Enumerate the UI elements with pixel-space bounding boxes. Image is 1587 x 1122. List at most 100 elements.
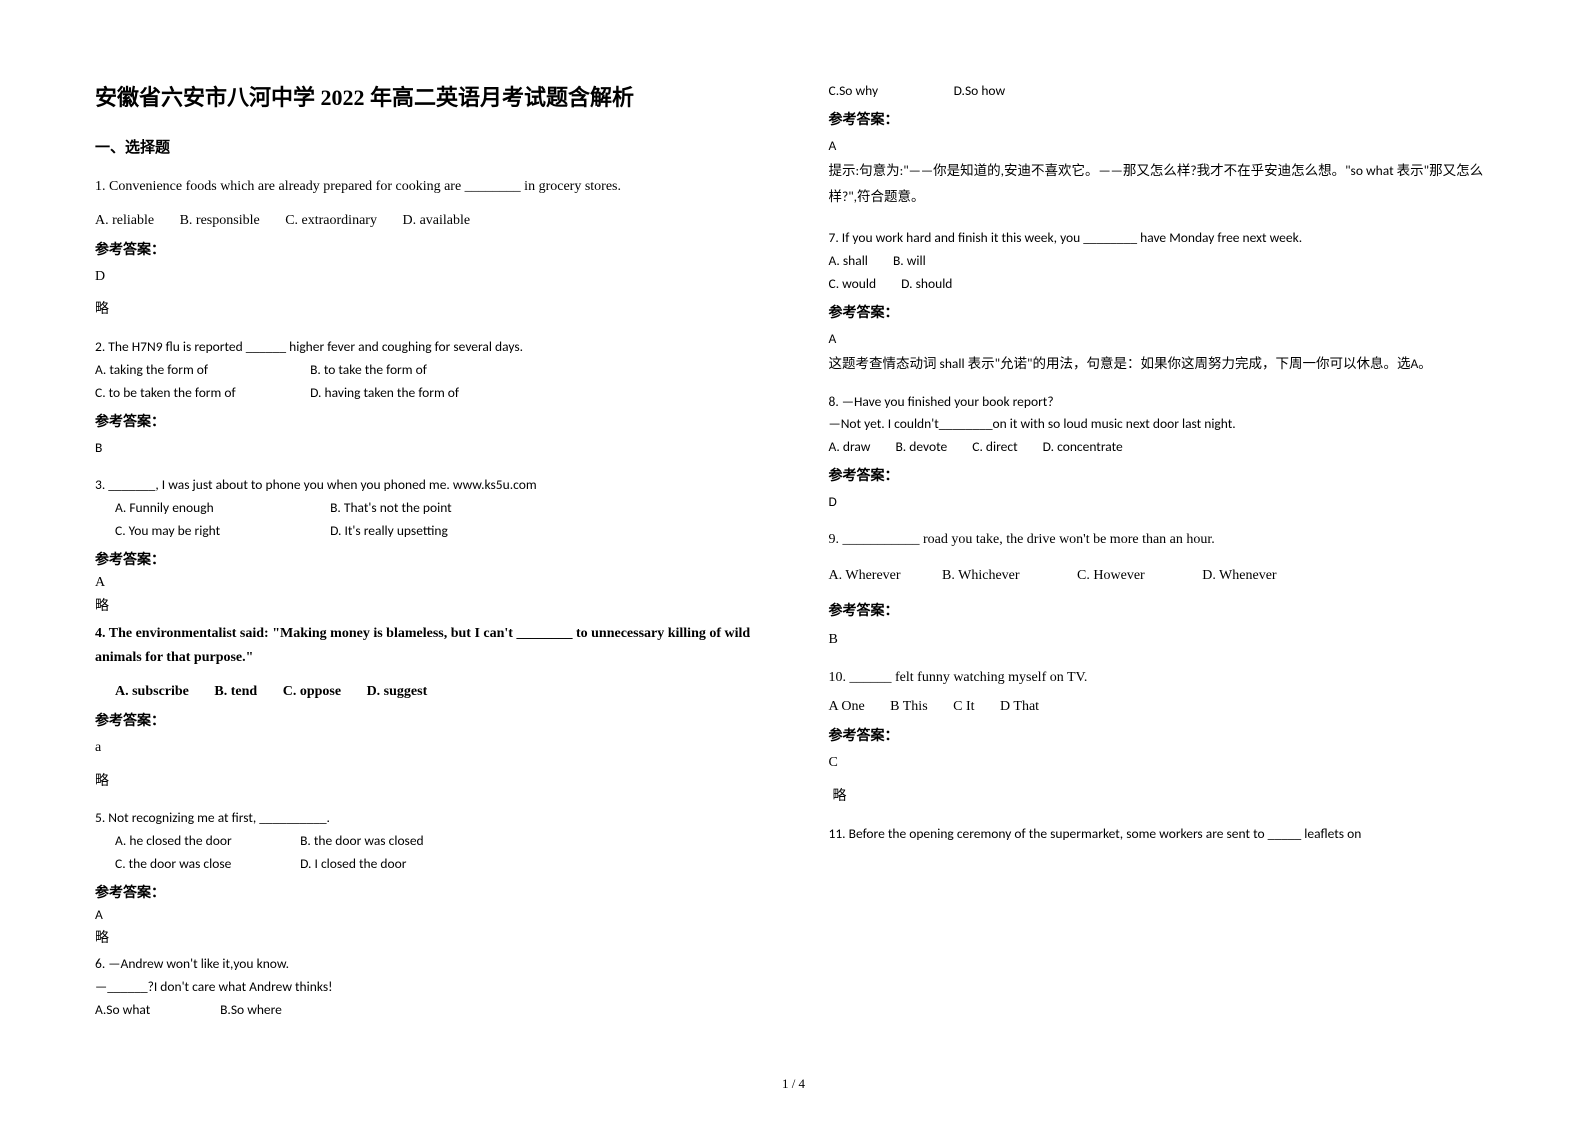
page-number: 1 / 4 [0,1076,1587,1092]
q5-answer: A [95,904,759,927]
q1-omit: 略 [95,298,759,322]
q6-answer: A [829,135,1493,158]
question-8: 8. —Have you finished your book report? … [829,391,1493,515]
q11-stem: 11. Before the opening ceremony of the s… [829,823,1493,846]
q7-options-row1: A. shall B. will [829,250,1493,273]
q5-omit: 略 [95,927,759,951]
q9-stem: 9. ___________ road you take, the drive … [829,528,1493,552]
q5-options-row1: A. he closed the door B. the door was cl… [95,830,759,853]
q8-opt-d: D. concentrate [1043,436,1123,459]
q2-opt-a: A. taking the form of [95,359,285,382]
answer-label: 参考答案： [829,725,1493,745]
q4-opt-b: B. tend [214,680,257,704]
q1-stem: 1. Convenience foods which are already p… [95,175,759,199]
answer-label: 参考答案： [95,549,759,569]
q5-opt-b: B. the door was closed [300,830,424,853]
q2-stem: 2. The H7N9 flu is reported ______ highe… [95,336,759,359]
q7-answer: A [829,328,1493,351]
q1-options: A. reliable B. responsible C. extraordin… [95,209,759,233]
q2-opt-b: B. to take the form of [310,359,427,382]
q3-opt-b: B. That's not the point [330,497,452,520]
answer-label: 参考答案： [829,600,1493,620]
answer-label: 参考答案： [829,109,1493,129]
q5-options-row2: C. the door was close D. I closed the do… [95,853,759,876]
document-title: 安徽省六安市八河中学 2022 年高二英语月考试题含解析 [95,80,759,112]
q9-options: A. Wherever B. Whichever C. However D. W… [829,564,1493,588]
q3-answer: A [95,571,759,595]
q4-options: A. subscribe B. tend C. oppose D. sugges… [95,680,759,704]
question-7: 7. If you work hard and finish it this w… [829,227,1493,376]
q5-opt-a: A. he closed the door [115,830,275,853]
q5-opt-c: C. the door was close [115,853,275,876]
q3-stem: 3. _______, I was just about to phone yo… [95,474,759,497]
q10-omit: 略 [829,785,1493,809]
question-2: 2. The H7N9 flu is reported ______ highe… [95,336,759,460]
q7-explain: 这题考查情态动词 shall 表示"允诺"的用法，句意是：如果你这周努力完成，下… [829,351,1493,377]
q4-answer: a [95,736,759,760]
q6-stem1: 6. —Andrew won't like it,you know. [95,953,759,976]
q8-answer: D [829,491,1493,514]
q4-opt-d: D. suggest [367,680,428,704]
q8-opt-a: A. draw [829,436,871,459]
q10-stem: 10. ______ felt funny watching myself on… [829,666,1493,690]
q6-stem2: —______?I don't care what Andrew thinks! [95,976,759,999]
q2-options-row2: C. to be taken the form of D. having tak… [95,382,759,405]
q9-opt-a: A. Wherever [829,564,901,588]
q2-answer: B [95,437,759,460]
q10-opt-b: B This [890,695,927,719]
q6-explain: 提示:句意为:"——你是知道的,安迪不喜欢它。——那又怎么样?我才不在乎安迪怎么… [829,158,1493,209]
q4-stem: 4. The environmentalist said: "Making mo… [95,622,759,670]
q10-opt-c: C It [953,695,974,719]
answer-label: 参考答案： [95,411,759,431]
q10-options: A One B This C It D That [829,695,1493,719]
question-4: 4. The environmentalist said: "Making mo… [95,622,759,793]
q3-options-row2: C. You may be right D. It's really upset… [95,520,759,543]
q8-opt-c: C. direct [972,436,1017,459]
q3-opt-d: D. It's really upsetting [330,520,448,543]
q9-opt-c: C. However [1077,564,1145,588]
question-5: 5. Not recognizing me at first, ________… [95,807,759,951]
q3-omit: 略 [95,595,759,619]
q9-opt-b: B. Whichever [942,564,1020,588]
question-9: 9. ___________ road you take, the drive … [829,528,1493,651]
q8-stem1: 8. —Have you finished your book report? [829,391,1493,414]
question-11: 11. Before the opening ceremony of the s… [829,823,1493,846]
q10-opt-d: D That [1000,695,1039,719]
answer-label: 参考答案： [95,710,759,730]
q6-options-row2: C.So why D.So how [829,80,1493,103]
q6-opt-d: D.So how [954,80,1006,103]
q2-opt-c: C. to be taken the form of [95,382,285,405]
q10-opt-a: A One [829,695,865,719]
q10-answer: C [829,751,1493,775]
q3-opt-c: C. You may be right [115,520,305,543]
q1-opt-c: C. extraordinary [285,209,377,233]
q6-opt-b: B.So where [220,999,282,1022]
q8-options: A. draw B. devote C. direct D. concentra… [829,436,1493,459]
q2-opt-d: D. having taken the form of [310,382,459,405]
q7-opt-c: C. would [829,273,877,296]
q1-opt-b: B. responsible [180,209,260,233]
q9-opt-d: D. Whenever [1202,564,1276,588]
q5-stem: 5. Not recognizing me at first, ________… [95,807,759,830]
answer-label: 参考答案： [95,882,759,902]
q5-opt-d: D. I closed the door [300,853,406,876]
q3-options-row1: A. Funnily enough B. That's not the poin… [95,497,759,520]
q8-opt-b: B. devote [895,436,947,459]
q1-answer: D [95,265,759,289]
q4-omit: 略 [95,770,759,794]
q6-options-row1: A.So what B.So where [95,999,759,1022]
question-10: 10. ______ felt funny watching myself on… [829,666,1493,809]
answer-label: 参考答案： [95,239,759,259]
q6-opt-a: A.So what [95,999,195,1022]
q4-opt-c: C. oppose [283,680,341,704]
section-header: 一、选择题 [95,136,759,157]
q6-opt-c: C.So why [829,80,929,103]
q8-stem2: —Not yet. I couldn't________on it with s… [829,413,1493,436]
q7-options-row2: C. would D. should [829,273,1493,296]
q9-answer: B [829,628,1493,652]
question-3: 3. _______, I was just about to phone yo… [95,474,759,618]
q7-opt-b: B. will [893,250,926,273]
q7-stem: 7. If you work hard and finish it this w… [829,227,1493,250]
answer-label: 参考答案： [829,465,1493,485]
q1-opt-a: A. reliable [95,209,154,233]
